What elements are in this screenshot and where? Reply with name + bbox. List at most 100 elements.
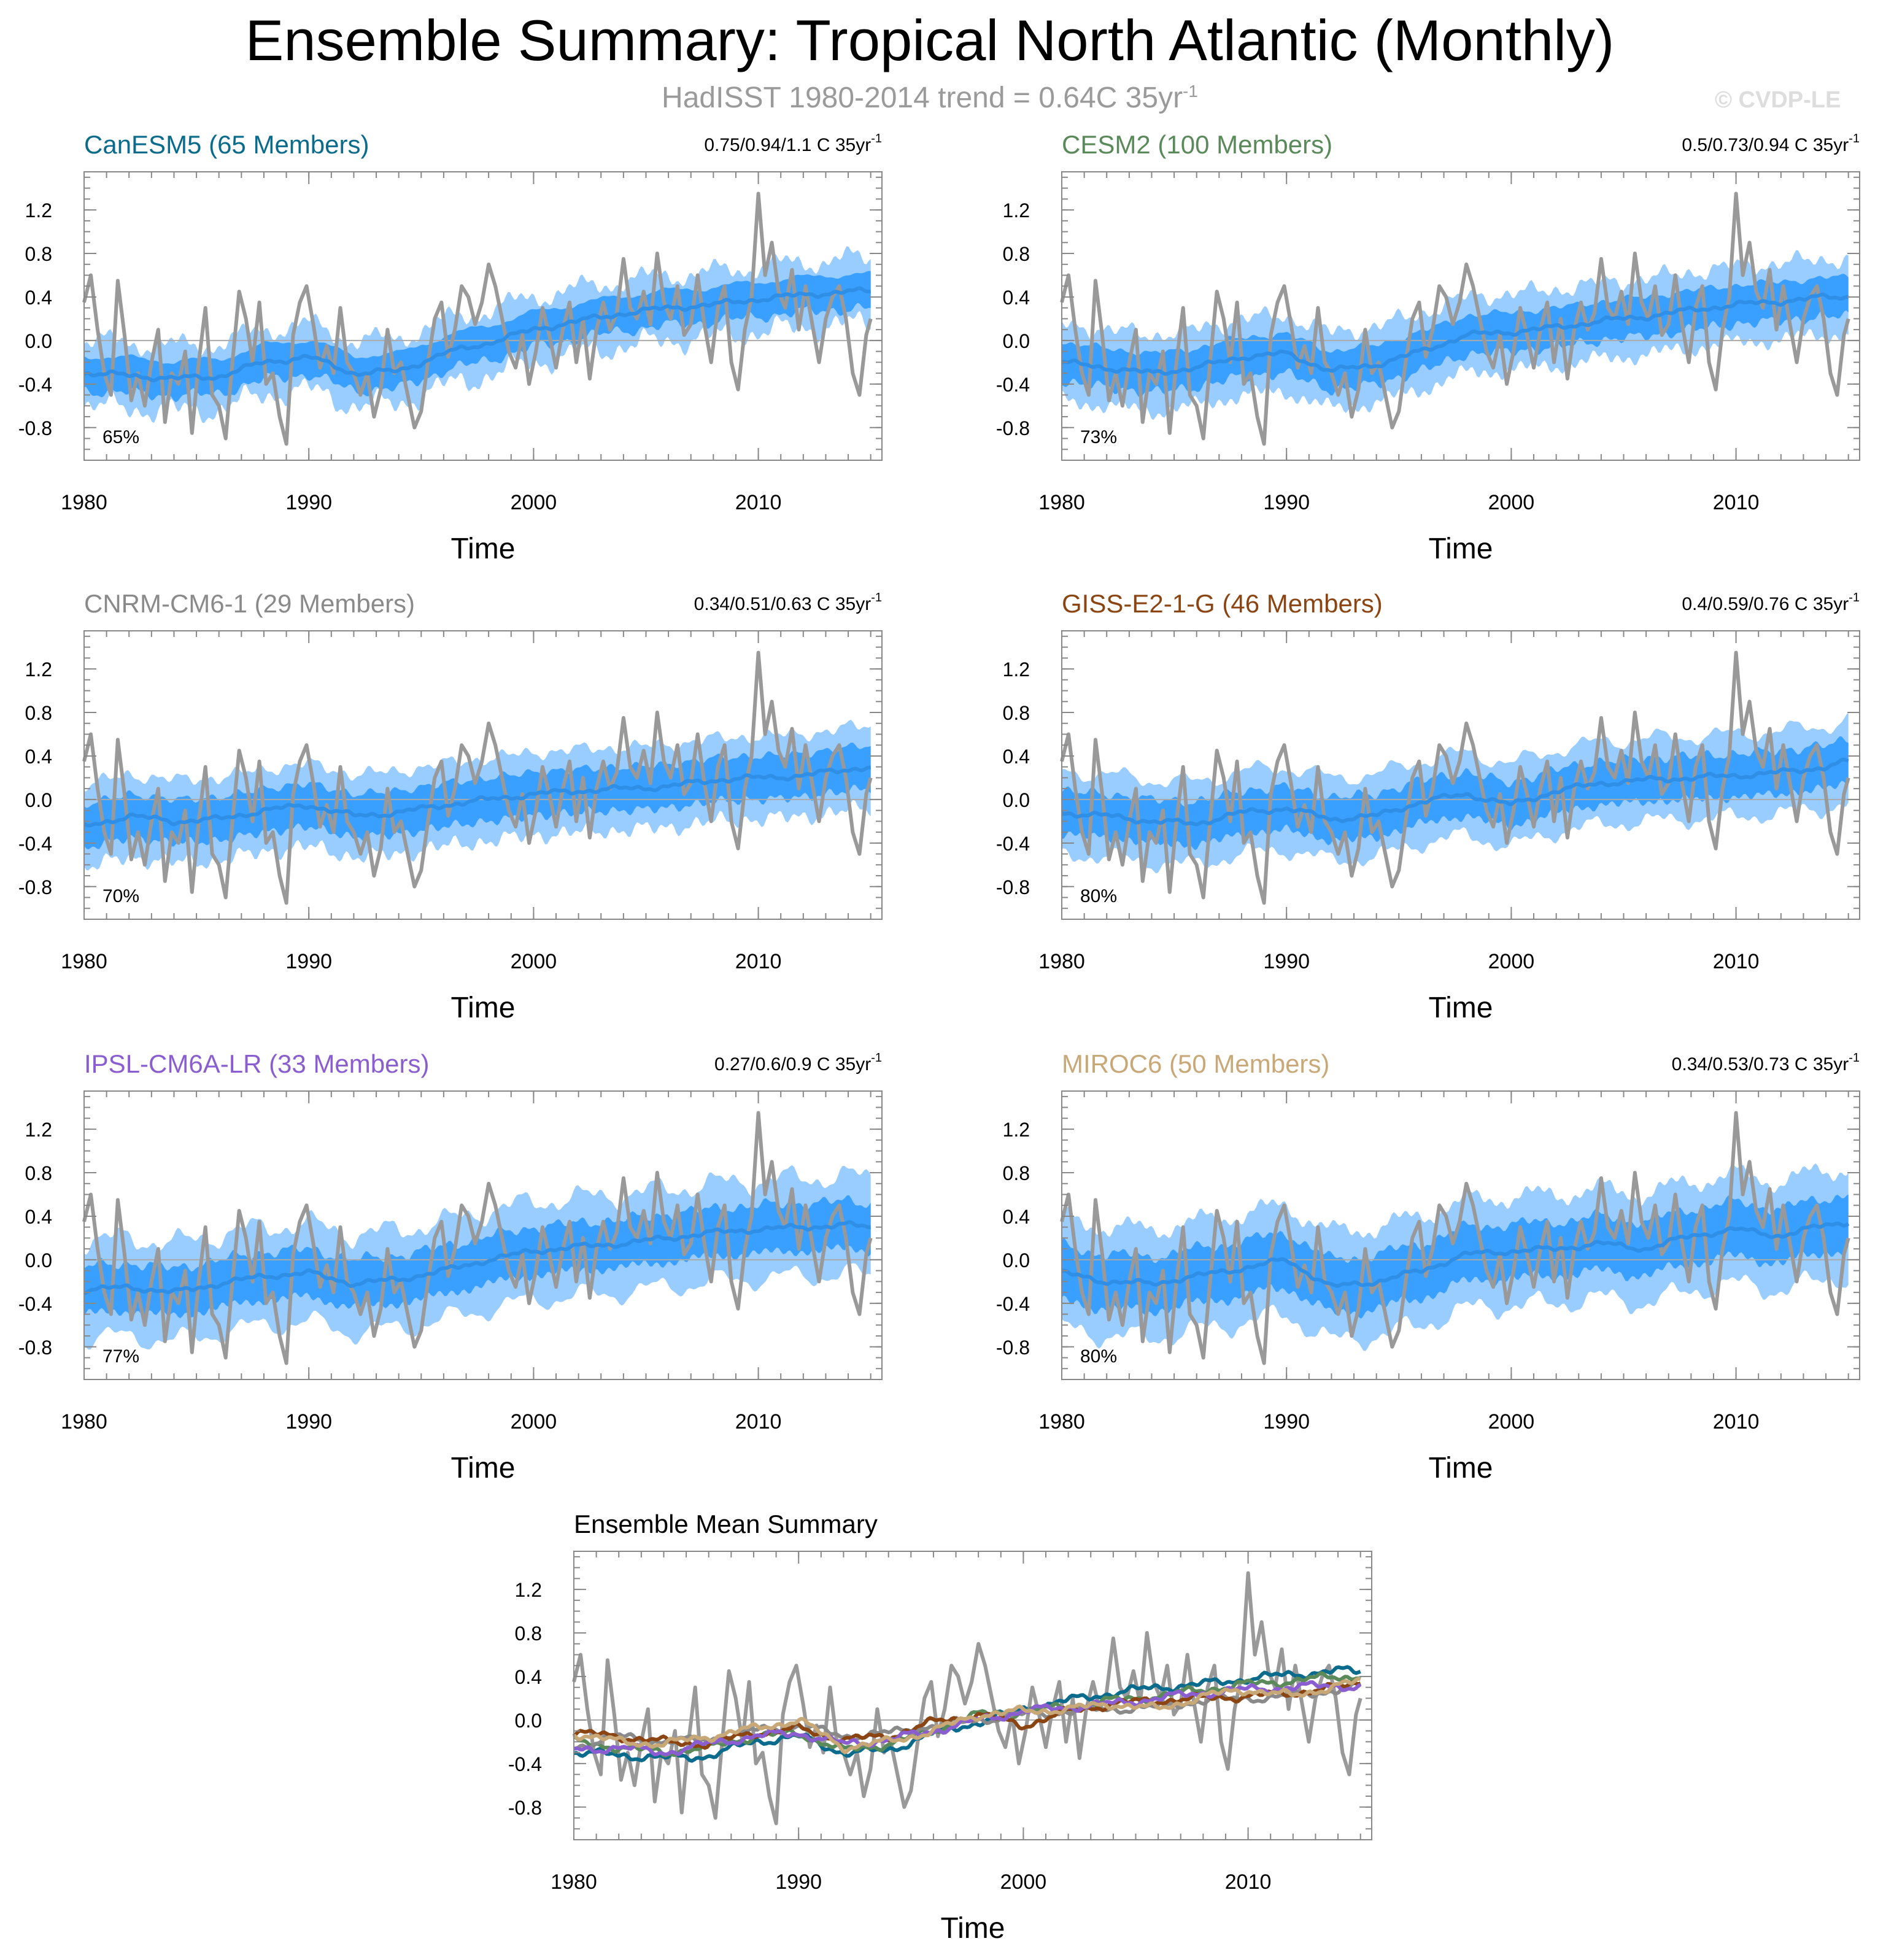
trend-superscript: -1 <box>871 591 882 604</box>
y-tick-label: -0.4 <box>18 1293 52 1315</box>
y-tick-label: 0.4 <box>1003 746 1030 768</box>
y-tick-label: 0.4 <box>25 1206 52 1228</box>
plot-frame <box>573 1551 1372 1840</box>
ensemble-mean-line <box>83 286 871 383</box>
page-title: Ensemble Summary: Tropical North Atlanti… <box>245 8 1615 72</box>
panel-title: CanESM5 (65 Members) <box>84 130 369 159</box>
percent-label: 65% <box>102 427 139 447</box>
trend-label: 0.4/0.59/0.76 C 35yr-1 <box>1682 591 1860 614</box>
panel-title: Ensemble Mean Summary <box>574 1510 878 1538</box>
y-tick-label: -0.4 <box>508 1753 542 1775</box>
y-tick-label: -0.8 <box>18 417 52 439</box>
y-tick-label: 0.8 <box>25 243 52 265</box>
y-tick-label: 0.4 <box>515 1666 542 1688</box>
y-tick-label: 1.2 <box>515 1579 542 1601</box>
y-tick-label: -0.8 <box>996 1337 1030 1359</box>
y-tick-label: 0.4 <box>25 287 52 309</box>
panel-title: CNRM-CM6-1 (29 Members) <box>84 589 415 618</box>
observed-line <box>82 650 873 905</box>
x-axis-label: Time <box>451 533 516 565</box>
y-tick-label: -0.4 <box>996 1293 1030 1315</box>
x-tick-label: 1980 <box>61 1410 107 1433</box>
trend-label: 0.75/0.94/1.1 C 35yr-1 <box>704 132 882 155</box>
x-tick-label: 1990 <box>775 1870 822 1894</box>
chart-panel-6: MIROC6 (50 Members) 0.34/0.53/0.73 C 35yr… <box>996 1049 1860 1484</box>
y-tick-label: -0.8 <box>996 417 1030 439</box>
trend-label: 0.5/0.73/0.94 C 35yr-1 <box>1682 132 1860 155</box>
x-tick-label: 1990 <box>285 950 332 973</box>
y-tick-label: 0.0 <box>1003 330 1030 352</box>
panel-title: CESM2 (100 Members) <box>1062 130 1332 159</box>
percent-label: 80% <box>1080 886 1117 906</box>
plot-frame <box>1061 630 1860 920</box>
trend-label: 0.27/0.6/0.9 C 35yr-1 <box>714 1051 882 1075</box>
observed-line <box>1060 650 1850 905</box>
y-tick-label: 0.8 <box>1003 702 1030 724</box>
trend-label: 0.34/0.51/0.63 C 35yr-1 <box>694 591 882 614</box>
chart-panel-5: IPSL-CM6A-LR (33 Members) 0.27/0.6/0.9 C … <box>18 1049 883 1484</box>
percent-label: 77% <box>102 1346 139 1367</box>
x-tick-label: 1990 <box>1263 1410 1310 1433</box>
ensemble-mean-line <box>1061 1221 1850 1288</box>
y-tick-label: -0.8 <box>508 1797 542 1819</box>
y-tick-label: 0.8 <box>1003 1162 1030 1184</box>
x-tick-label: 2000 <box>1488 950 1535 973</box>
y-tick-label: 1.2 <box>1003 1119 1030 1141</box>
y-tick-label: 0.0 <box>1003 1249 1030 1271</box>
plot-frame <box>83 1090 883 1380</box>
x-axis-label: Time <box>1429 992 1493 1024</box>
plot-frame <box>83 171 883 461</box>
plot-frame <box>1061 171 1860 461</box>
ensemble-mean-line <box>83 765 871 828</box>
y-tick-label: 0.4 <box>25 746 52 768</box>
observed-line <box>82 1111 873 1365</box>
trend-superscript: -1 <box>871 132 882 145</box>
y-tick-label: 1.2 <box>25 658 52 681</box>
y-tick-label: 0.0 <box>25 330 52 352</box>
x-tick-label: 2000 <box>511 950 557 973</box>
trend-superscript: -1 <box>1849 132 1860 145</box>
x-tick-label: 1980 <box>1038 950 1085 973</box>
x-tick-label: 2010 <box>1713 950 1760 973</box>
model-mean-line-miroc6 <box>572 1676 1361 1755</box>
y-tick-label: -0.4 <box>996 374 1030 396</box>
y-tick-label: 0.0 <box>515 1710 542 1732</box>
x-axis-label: Time <box>1429 1452 1493 1484</box>
x-tick-label: 2010 <box>1713 1410 1760 1433</box>
x-tick-label: 2010 <box>1713 491 1760 514</box>
subtitle-text: HadISST 1980-2014 trend = 0.64C 35yr <box>662 82 1183 114</box>
y-tick-label: 0.4 <box>1003 287 1030 309</box>
x-tick-label: 2000 <box>511 1410 557 1433</box>
x-tick-label: 1980 <box>1038 491 1085 514</box>
trend-text: 0.27/0.6/0.9 C 35yr <box>714 1054 871 1075</box>
x-tick-label: 1990 <box>285 491 332 514</box>
y-tick-label: 0.0 <box>1003 789 1030 811</box>
observed-line <box>1060 1111 1850 1365</box>
panel-title: IPSL-CM6A-LR (33 Members) <box>84 1049 429 1078</box>
y-tick-label: 1.2 <box>1003 658 1030 681</box>
trend-text: 0.34/0.51/0.63 C 35yr <box>694 594 872 614</box>
x-axis-label: Time <box>451 992 516 1024</box>
plot-frame <box>1061 1090 1860 1380</box>
y-tick-label: -0.4 <box>18 374 52 396</box>
x-tick-label: 2010 <box>735 950 782 973</box>
ensemble-mean-line <box>1061 292 1849 376</box>
y-tick-label: 0.8 <box>25 702 52 724</box>
y-tick-label: 0.8 <box>515 1622 542 1645</box>
x-axis-label: Time <box>451 1452 516 1484</box>
plot-frame <box>83 630 883 920</box>
trend-text: 0.34/0.53/0.73 C 35yr <box>1672 1054 1849 1075</box>
trend-text: 0.75/0.94/1.1 C 35yr <box>704 135 871 155</box>
y-tick-label: -0.4 <box>996 833 1030 855</box>
x-tick-label: 2010 <box>735 491 782 514</box>
y-tick-label: -0.8 <box>996 876 1030 898</box>
x-tick-label: 1990 <box>1263 491 1310 514</box>
y-tick-label: 0.8 <box>1003 243 1030 265</box>
trend-text: 0.5/0.73/0.94 C 35yr <box>1682 135 1849 155</box>
percent-label: 73% <box>1080 427 1117 447</box>
y-tick-label: -0.4 <box>18 833 52 855</box>
x-tick-label: 1980 <box>551 1870 597 1894</box>
panel-title: MIROC6 (50 Members) <box>1062 1049 1329 1078</box>
x-tick-label: 2000 <box>1488 1410 1535 1433</box>
